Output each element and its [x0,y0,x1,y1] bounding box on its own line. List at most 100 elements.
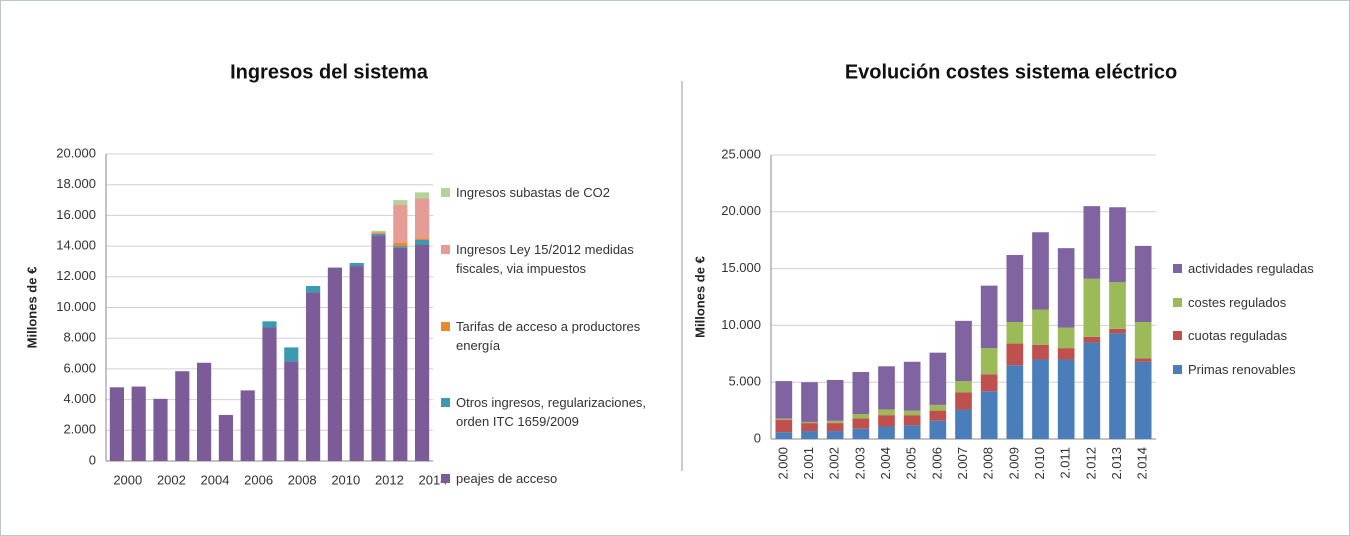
legend-label: Ingresos subastas de CO2 [456,185,610,200]
y-tick-label: 15.000 [721,260,761,275]
bar-segment [393,247,408,461]
x-tick-label: 2.004 [878,447,893,480]
bar-segment [175,371,190,461]
y-tick-label: 14.000 [56,238,96,253]
bar-segment [878,409,895,416]
y-tick-label: 0 [89,452,96,467]
bar-segment [929,404,947,411]
bar-segment [929,410,947,421]
y-tick-label: 25.000 [721,146,761,161]
y-tick-label: 4.000 [63,391,96,406]
bar-segment [109,387,124,461]
legend: actividades reguladas costes regulados cuo… [1173,259,1343,379]
legend-swatch [1173,297,1182,307]
y-tick-label: 2.000 [63,422,96,437]
bar-segment [197,362,212,461]
x-tick-label: 2000 [113,472,142,487]
bar-segment [1134,245,1152,322]
legend-label: peajes de acceso [456,471,558,486]
bar-segment [284,361,299,461]
x-tick-label: 2.012 [1083,447,1098,480]
legend-label: Primas renovables [1188,361,1296,377]
y-tick-label: 5.000 [728,374,761,389]
x-tick-label: 2.005 [904,447,919,480]
x-tick-label: 2006 [244,472,273,487]
chart-title: Ingresos del sistema [230,61,429,83]
y-axis-label: Millones de € [692,256,707,338]
bar-segment [1032,344,1049,360]
bar-segment [415,192,430,199]
bar-segment [826,379,844,421]
bar-segment [1083,206,1101,279]
bar-segment [929,420,947,439]
x-tick-label: 2.009 [1006,447,1021,480]
bar-segment [1006,343,1024,366]
bar-segment [393,243,408,247]
bar-segment [415,244,430,461]
bar-segment [1083,342,1101,439]
bar-segment [349,262,364,267]
bar-segment [903,425,921,439]
bar-segment [980,374,998,392]
legend-item: Primas renovables [1173,360,1343,379]
legend-swatch [441,397,450,407]
x-tick-label: 2.013 [1109,447,1124,480]
bar-segment [1083,278,1101,337]
bar-segment [1109,328,1126,334]
legend-swatch [1173,264,1182,273]
x-tick-label: 2.002 [827,447,842,480]
x-tick-label: 2.007 [955,447,970,480]
bar-segment [1057,248,1075,328]
bar-segment [775,432,793,439]
bar-segment [218,414,233,461]
x-tick-label: 2.001 [801,447,816,480]
legend-item: Otros ingresos, regularizaciones, orden … [441,393,676,431]
bar-segment [826,423,844,432]
legend-item: costes regulados [1173,293,1343,312]
bar-segment [775,381,793,419]
bar-segment [415,198,430,239]
legend-swatch [441,474,450,483]
bar-segment [1006,321,1024,344]
bar-segment [371,232,386,234]
bar-segment [371,230,386,233]
y-tick-label: 6.000 [63,360,96,375]
bar-segment [1057,327,1075,349]
bar-segment [1109,207,1126,283]
bar-segment [801,431,818,439]
bar-segment [775,418,793,420]
bar-segment [306,286,321,293]
legend-item: cuotas reguladas [1173,326,1343,345]
x-tick-label: 2012 [375,472,404,487]
bar-segment [262,327,277,461]
y-tick-label: 10.000 [721,317,761,332]
bar-segment [903,361,921,411]
bar-segment [1006,365,1024,439]
bar-segment [775,419,793,433]
bar-segment [1083,336,1101,343]
bar-segment [852,418,870,429]
x-tick-label: 2004 [201,472,230,487]
bar-segment [1006,254,1024,322]
bar-segment [878,426,895,439]
legend-swatch [1173,364,1182,374]
y-tick-label: 20.000 [721,203,761,218]
bar-segment [852,428,870,439]
bar-segment [852,371,870,415]
x-tick-label: 2.014 [1135,447,1150,480]
bar-segment [826,431,844,439]
x-tick-label: 2008 [288,472,317,487]
bar-segment [262,321,277,328]
bar-segment [801,423,818,432]
legend-swatch [441,245,450,255]
legend-label: Tarifas de acceso a productores energía [456,318,641,353]
bar-segment [131,386,146,461]
legend-label: actividades reguladas [1188,261,1314,276]
bar-segment [1032,359,1049,439]
bar-segment [878,366,895,410]
y-tick-label: 16.000 [56,207,96,222]
bar-segment [878,415,895,427]
bar-segment [801,382,818,422]
